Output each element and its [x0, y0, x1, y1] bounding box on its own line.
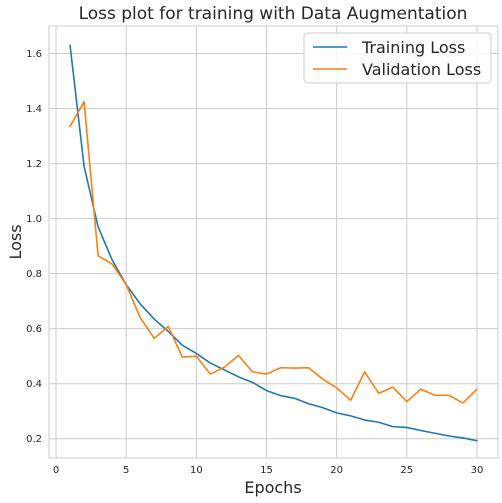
plot-area	[48, 25, 499, 459]
training-loss-line	[69, 44, 478, 442]
x-tick-labels: 0 5 10 15 20 25 30	[53, 465, 483, 476]
y-axis-label: Loss	[6, 224, 25, 259]
x-axis-label: Epochs	[244, 478, 301, 497]
x-tick-label: 20	[330, 465, 343, 476]
y-tick-label: 1.2	[26, 159, 42, 170]
x-tick-label: 15	[260, 465, 273, 476]
x-tick-label: 5	[123, 465, 129, 476]
y-tick-label: 1.0	[26, 214, 42, 225]
y-tick-label: 0.6	[26, 324, 42, 335]
x-tick-label: 10	[190, 465, 203, 476]
grid-x	[55, 26, 478, 458]
y-tick-label: 1.4	[26, 104, 42, 115]
x-tick-label: 30	[471, 465, 484, 476]
y-tick-label: 0.2	[26, 434, 42, 445]
grid-y	[49, 53, 498, 440]
legend: Training Loss Validation Loss	[303, 32, 492, 84]
legend-label-validation: Validation Loss	[362, 60, 481, 79]
validation-loss-line	[69, 100, 478, 404]
x-tick-label: 0	[53, 465, 59, 476]
y-tick-label: 1.6	[26, 49, 42, 60]
legend-box	[303, 32, 492, 84]
series-lines	[69, 44, 478, 442]
y-tick-label: 0.4	[26, 379, 42, 390]
y-tick-label: 0.8	[26, 269, 42, 280]
chart-title: Loss plot for training with Data Augment…	[79, 4, 468, 24]
y-tick-labels: 0.2 0.4 0.6 0.8 1.0 1.2 1.4 1.6	[26, 49, 42, 445]
x-tick-label: 25	[400, 465, 413, 476]
legend-label-training: Training Loss	[361, 38, 465, 57]
